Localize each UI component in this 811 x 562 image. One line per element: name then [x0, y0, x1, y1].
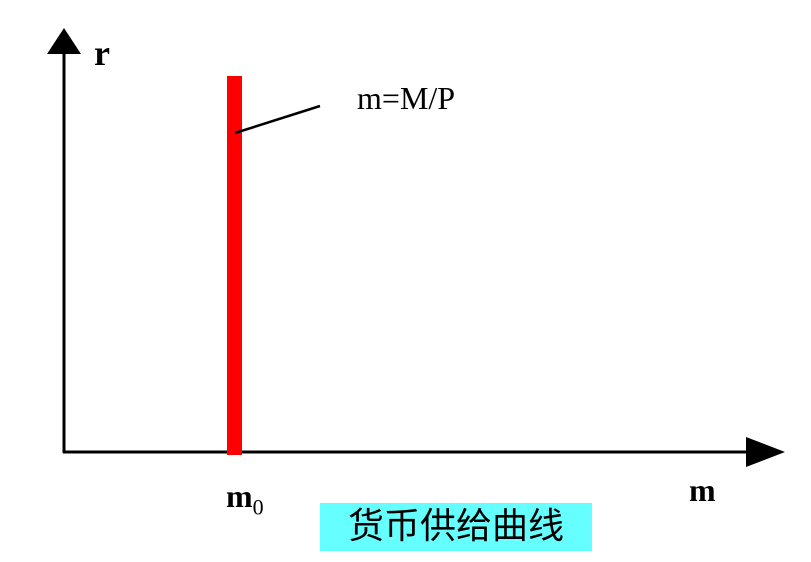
tick-label-subscript: 0	[252, 494, 264, 520]
y-axis-label: r	[94, 33, 110, 73]
tick-label-base: m	[226, 478, 253, 514]
x-axis-label: m	[689, 472, 716, 508]
money-supply-curve	[227, 76, 242, 455]
curve-label: m=M/P	[357, 80, 456, 116]
curve-label-leader-line	[234, 104, 321, 135]
diagram-caption: 货币供给曲线	[320, 503, 592, 551]
x-axis-arrowhead	[746, 437, 785, 467]
x-tick-label-m0: m0	[226, 478, 264, 520]
y-axis-arrowhead	[47, 28, 81, 54]
